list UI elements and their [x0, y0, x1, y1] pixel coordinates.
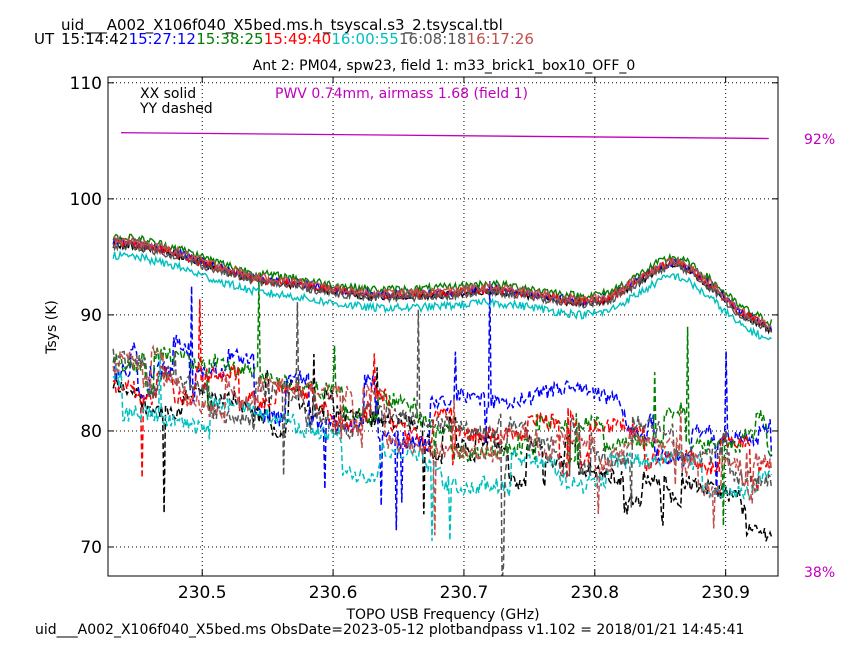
footer-info: uid___A002_X106f040_X5bed.ms ObsDate=202…	[35, 622, 744, 638]
y-tick-label: 80	[80, 422, 102, 442]
x-axis-label: TOPO USB Frequency (GHz)	[345, 607, 539, 623]
yy-series-line-2	[112, 281, 773, 526]
yy-series-line-5	[112, 302, 773, 576]
x-tick-label: 230.9	[701, 583, 750, 603]
y-tick-label: 70	[80, 538, 102, 558]
pwv-annotation: PWV 0.74mm, airmass 1.68 (field 1)	[275, 86, 528, 102]
xx-series-line-4	[112, 250, 772, 341]
y-axis-label: Tsys (K)	[44, 300, 60, 355]
chart-title: Ant 2: PM04, spw23, field 1: m33_brick1_…	[253, 58, 636, 74]
legend-yy: YY dashed	[139, 101, 213, 117]
x-tick-label: 230.7	[440, 583, 489, 603]
y-tick-label: 90	[80, 306, 102, 326]
ut-time-5: 16:08:18	[399, 30, 466, 48]
ut-label: UT	[34, 30, 55, 48]
x-tick-label: 230.5	[178, 583, 227, 603]
y-tick-label: 110	[70, 74, 102, 94]
ut-time-4: 16:00:55	[331, 30, 398, 48]
xx-series-group	[112, 233, 773, 341]
xx-series-line-2	[112, 233, 773, 327]
ut-time-3: 15:49:40	[264, 30, 331, 48]
xx-series-line-6	[112, 235, 772, 329]
yy-series-group	[112, 281, 773, 576]
plot-area: 230.5 230.6 230.7 230.8 230.9 70 80 90 100 110	[70, 74, 779, 603]
yy-series-line-6	[112, 344, 773, 536]
plot-frame	[107, 76, 779, 577]
ut-times: 15:14:42 15:27:12 15:38:25 15:49:40 16:00:55…	[61, 30, 534, 48]
x-tick-label: 230.6	[309, 583, 358, 603]
ut-time-1: 15:27:12	[129, 30, 196, 48]
ut-time-2: 15:38:25	[196, 30, 263, 48]
legend-xx: XX solid	[140, 86, 196, 102]
ut-time-6: 16:17:26	[467, 30, 534, 48]
axis-ticks: 230.5 230.6 230.7 230.8 230.9 70 80 90 100 110	[70, 74, 778, 603]
table-filename: uid___A002_X106f040_X5bed.ms.h_tsyscal.s…	[61, 16, 503, 35]
transmission-curve	[121, 132, 769, 140]
transmission-top-label: 92%	[804, 132, 835, 148]
x-tick-label: 230.8	[570, 583, 619, 603]
transmission-bottom-label: 38%	[804, 565, 835, 581]
y-tick-label: 100	[70, 190, 102, 210]
ut-time-0: 15:14:42	[61, 30, 128, 48]
transmission-line	[121, 132, 769, 140]
yy-series-line-4	[112, 353, 773, 542]
